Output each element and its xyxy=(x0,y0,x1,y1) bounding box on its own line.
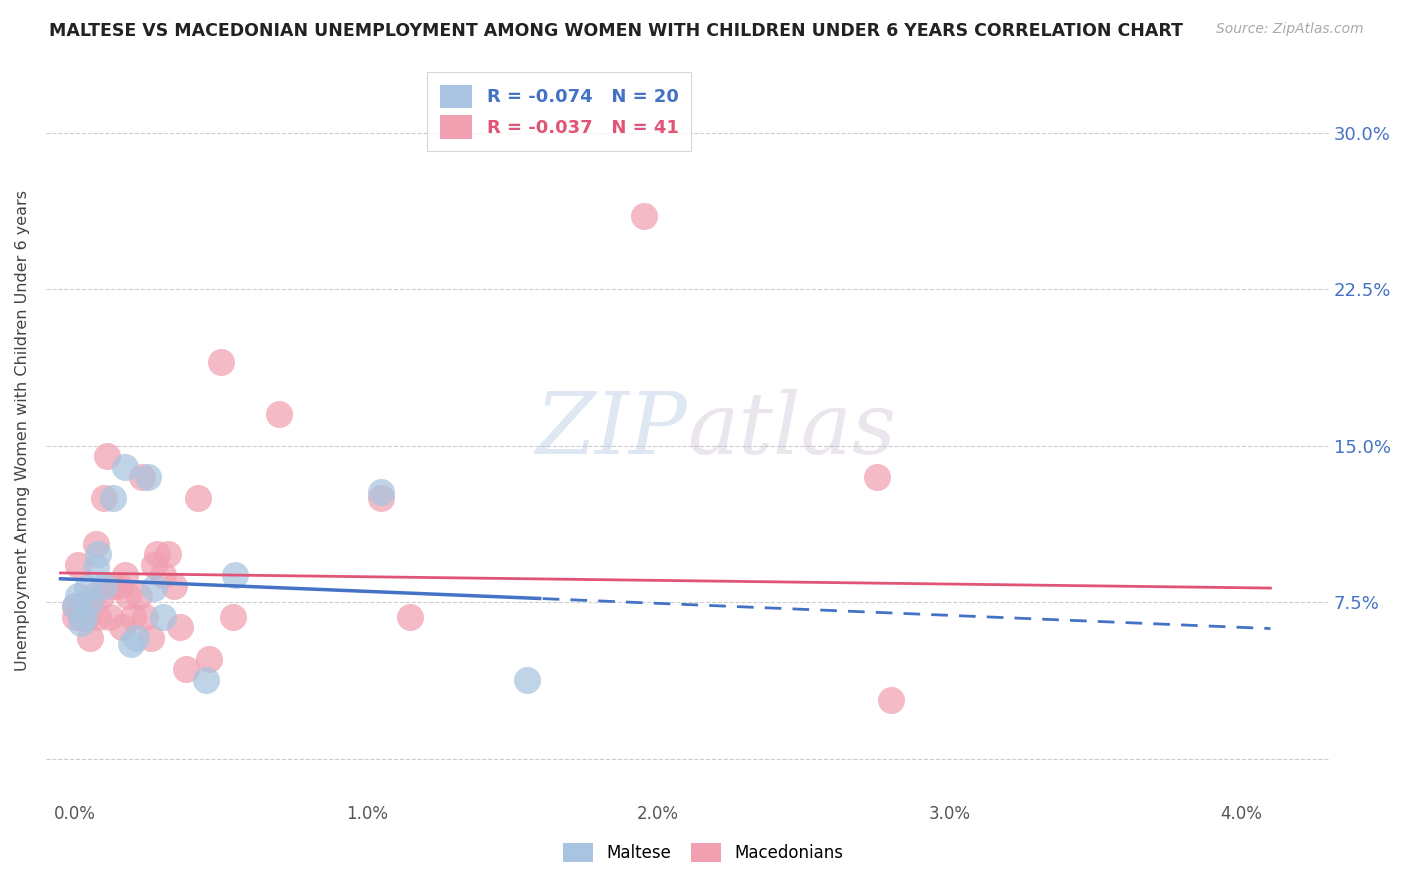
Point xyxy=(67,589,90,603)
Point xyxy=(63,599,86,614)
Point xyxy=(76,610,98,624)
Point xyxy=(187,491,209,505)
Text: ZIP: ZIP xyxy=(536,389,688,472)
Point xyxy=(70,610,93,624)
Point xyxy=(114,459,136,474)
Point xyxy=(84,537,107,551)
Text: Source: ZipAtlas.com: Source: ZipAtlas.com xyxy=(1216,22,1364,37)
Point xyxy=(221,610,243,624)
Point xyxy=(152,610,174,624)
Text: atlas: atlas xyxy=(688,389,897,472)
Point xyxy=(76,581,98,595)
Point xyxy=(516,673,538,687)
Point xyxy=(125,631,148,645)
Point xyxy=(79,631,101,645)
Point xyxy=(79,595,101,609)
Point xyxy=(370,484,392,499)
Y-axis label: Unemployment Among Women with Children Under 6 years: Unemployment Among Women with Children U… xyxy=(15,190,30,671)
Legend: R = -0.074   N = 20, R = -0.037   N = 41: R = -0.074 N = 20, R = -0.037 N = 41 xyxy=(427,72,692,152)
Point xyxy=(84,559,107,574)
Point xyxy=(70,616,93,631)
Point xyxy=(880,693,903,707)
Point xyxy=(209,355,232,369)
Point xyxy=(122,610,145,624)
Text: MALTESE VS MACEDONIAN UNEMPLOYMENT AMONG WOMEN WITH CHILDREN UNDER 6 YEARS CORRE: MALTESE VS MACEDONIAN UNEMPLOYMENT AMONG… xyxy=(49,22,1184,40)
Point xyxy=(152,568,174,582)
Point xyxy=(101,579,124,593)
Point xyxy=(157,547,180,561)
Point xyxy=(87,610,110,624)
Point xyxy=(269,408,291,422)
Point xyxy=(87,547,110,561)
Point xyxy=(93,491,115,505)
Point xyxy=(93,579,115,593)
Point xyxy=(198,651,221,665)
Point xyxy=(101,491,124,505)
Point xyxy=(73,599,96,614)
Point xyxy=(866,470,889,484)
Point xyxy=(96,449,118,463)
Legend: Maltese, Macedonians: Maltese, Macedonians xyxy=(554,834,852,871)
Point xyxy=(134,610,156,624)
Point xyxy=(174,662,197,676)
Point xyxy=(63,610,86,624)
Point xyxy=(67,558,90,572)
Point xyxy=(73,610,96,624)
Point xyxy=(136,470,159,484)
Point xyxy=(114,568,136,582)
Point xyxy=(117,589,139,603)
Point xyxy=(131,470,153,484)
Point xyxy=(224,568,246,582)
Point xyxy=(370,491,392,505)
Point xyxy=(142,581,165,595)
Point xyxy=(128,589,150,603)
Point xyxy=(142,558,165,572)
Point xyxy=(98,610,121,624)
Point xyxy=(399,610,422,624)
Point xyxy=(169,620,191,634)
Point xyxy=(108,579,131,593)
Point xyxy=(111,620,134,634)
Point xyxy=(145,547,167,561)
Point xyxy=(63,599,86,614)
Point xyxy=(82,589,104,603)
Point xyxy=(163,579,186,593)
Point xyxy=(139,631,162,645)
Point xyxy=(195,673,218,687)
Point xyxy=(633,209,655,223)
Point xyxy=(90,589,112,603)
Point xyxy=(120,637,142,651)
